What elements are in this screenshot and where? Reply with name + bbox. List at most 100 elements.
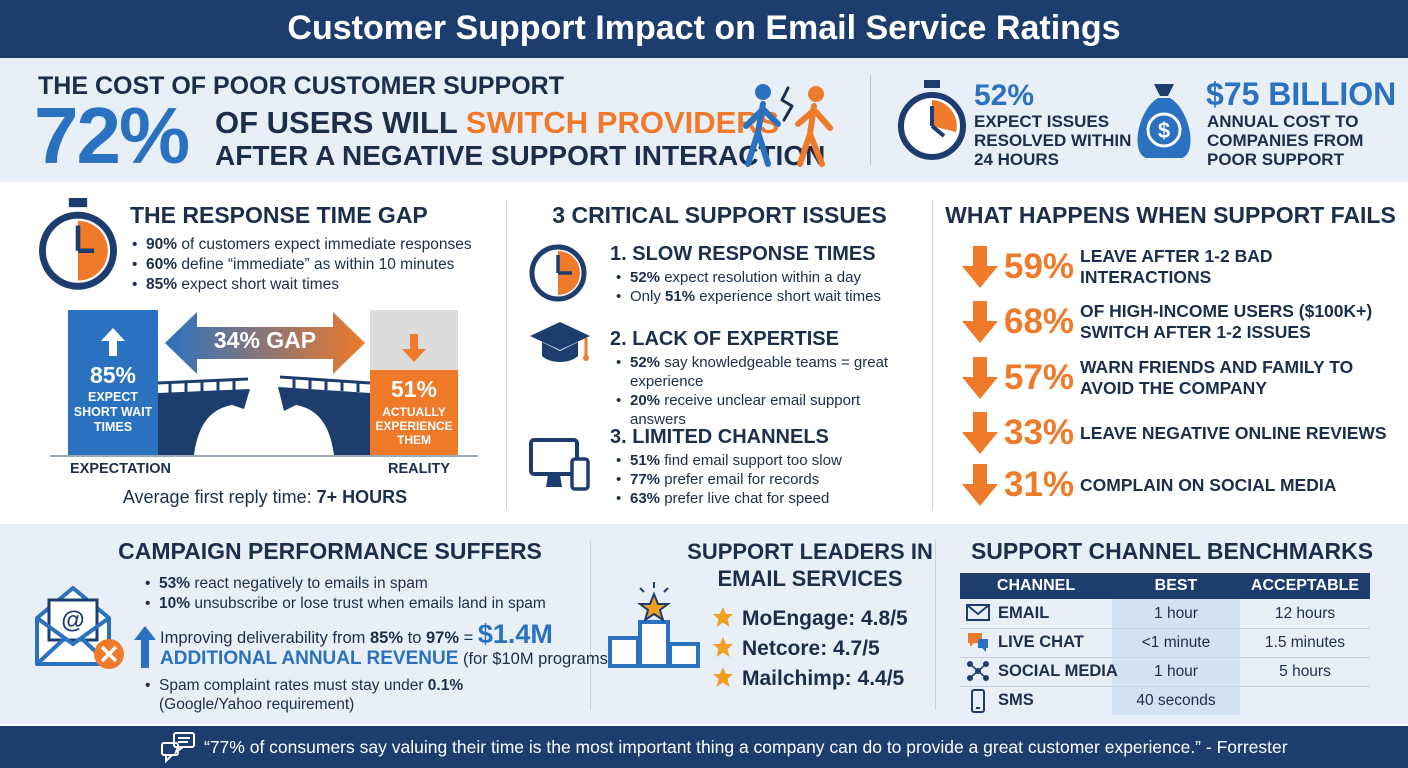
channel-icon-part <box>968 633 988 652</box>
bullet-list: 52% expect resolution within a dayOnly 5… <box>616 268 916 306</box>
column-header: BEST <box>1154 577 1198 594</box>
stopwatch-icon <box>898 80 966 160</box>
issue-icon-part-part <box>529 438 579 476</box>
text-line: SUPPORT LEADERS IN <box>687 539 933 564</box>
bullet: 53% react negatively to emails in spam <box>145 574 585 594</box>
channel-icon-part-part <box>969 663 987 679</box>
bar-value: 51% <box>390 376 438 402</box>
text-line: LEAVE AFTER 1-2 BAD INTERACTIONS <box>1080 246 1273 287</box>
stopwatch-icon <box>39 198 117 290</box>
stopwatch-icon-part <box>75 225 95 254</box>
fail-value: 31% <box>1004 465 1075 504</box>
podium-icon-part <box>608 620 700 668</box>
down-arrow-part <box>962 246 998 288</box>
down-arrow-part <box>962 412 998 454</box>
emphasis: 52% <box>630 354 661 371</box>
text-line: ACTUALLY <box>382 405 446 419</box>
fail-value: 59% <box>1004 247 1075 286</box>
text: = <box>459 629 478 647</box>
cost-stat: 72% <box>34 91 190 180</box>
stat-value: $75 BILLION <box>1206 76 1397 112</box>
text-line: COMPLAIN ON SOCIAL MEDIA <box>1080 474 1337 495</box>
emphasis: 51% <box>630 452 661 469</box>
divider <box>590 540 591 710</box>
podium-icon-part <box>637 591 671 623</box>
people-icon-part-part <box>755 84 771 100</box>
down-arrow-part <box>962 301 998 343</box>
text: Only <box>630 288 666 305</box>
channel-icon <box>966 631 990 655</box>
text: prefer live chat for speed <box>660 490 830 507</box>
bar-value: 85% <box>89 362 137 388</box>
people-icon-part <box>743 84 833 167</box>
star-part-part <box>713 606 733 627</box>
bullet-list: 51% find email support too slow77% prefe… <box>616 451 916 508</box>
podium-icon-part-part <box>608 636 640 668</box>
leader-row: Netcore: 4.7/5 <box>712 634 908 664</box>
cost-heading: THE COST OF POOR CUSTOMER SUPPORT <box>38 72 564 100</box>
cost-line: AFTER A NEGATIVE SUPPORT INTERACTION <box>215 140 826 171</box>
people-icon-part-part <box>743 101 781 167</box>
down-arrow <box>962 357 998 404</box>
bullet-list: Spam complaint rates must stay under 0.1… <box>145 676 485 714</box>
text-line: 24 HOURS <box>974 150 1060 169</box>
star-part-part <box>713 636 733 657</box>
bullet: 51% find email support too slow <box>616 451 916 470</box>
people-icon <box>743 84 833 167</box>
section-title: SUPPORT LEADERS IN EMAIL SERVICES <box>600 538 1020 592</box>
issue-icon-part-part <box>530 322 590 350</box>
emphasis: 20% <box>630 392 661 409</box>
emphasis: ADDITIONAL ANNUAL REVENUE <box>160 648 459 669</box>
channel-icon-part-part <box>971 689 985 713</box>
bullet: 60% define “immediate” as within 10 minu… <box>132 255 502 275</box>
issue-icon-part <box>530 322 590 362</box>
text-line: LEAVE NEGATIVE ONLINE REVIEWS <box>1080 422 1387 443</box>
podium-icon-part-part <box>668 642 700 668</box>
money-bag-icon-part: $ <box>1158 118 1170 143</box>
reality-bar: 51% ACTUALLY EXPERIENCE THEM <box>370 370 458 455</box>
row-line <box>960 686 1370 687</box>
broken-bridge-part-part <box>158 375 370 385</box>
broken-bridge-part <box>278 387 370 455</box>
header-bar: Customer Support Impact on Email Service… <box>0 0 1408 58</box>
emphasis: 77% <box>630 471 661 488</box>
quote-icon-part-part <box>161 742 179 756</box>
money-bag-icon-part <box>1137 98 1191 158</box>
bar-label: REALITY <box>388 461 451 477</box>
stat-label: EXPECT ISSUES RESOLVED WITHIN 24 HOURS <box>974 112 1131 169</box>
up-arrow-part <box>101 328 125 356</box>
issue-icon <box>528 243 588 308</box>
text-line: SWITCH AFTER 1-2 ISSUES <box>1080 322 1311 342</box>
issue-icon-part-part <box>542 342 578 362</box>
table-header-bg <box>960 573 1370 599</box>
bullet-list: 52% say knowledgeable teams = great expe… <box>616 353 916 429</box>
emphasis: 7+ HOURS <box>316 487 408 507</box>
bullet: 10% unsubscribe or lose trust when email… <box>145 594 585 614</box>
emphasis: 51% <box>665 288 696 305</box>
benchmark-value: 12 hours <box>1274 605 1336 622</box>
bar-text: EXPECT SHORT WAIT TIMES <box>68 390 158 435</box>
people-icon-part-part <box>808 86 824 102</box>
benchmark-value: 5 hours <box>1279 663 1331 680</box>
footer-bar: “77% of consumers say valuing their time… <box>0 726 1408 768</box>
emphasis: 90% <box>146 236 178 253</box>
down-arrow-part-part <box>962 246 998 288</box>
leader-name: Mailchimp: 4.4/5 <box>742 667 905 690</box>
text: Spam complaint rates must stay under <box>159 677 428 694</box>
quote-icon-part-part <box>173 732 195 748</box>
broken-bridge-part-part <box>168 378 360 393</box>
stat-label: ANNUAL COST TO COMPANIES FROM POOR SUPPORT <box>1207 112 1363 169</box>
quote-icon-part-part <box>178 737 190 743</box>
podium-icon-part <box>639 582 669 593</box>
up-arrow <box>101 328 125 356</box>
text-line: EXPECT <box>87 390 138 404</box>
bullet-list: 53% react negatively to emails in spam10… <box>145 574 585 614</box>
channel-icon <box>966 602 990 626</box>
text: unsubscribe or lose trust when emails la… <box>190 595 546 612</box>
down-arrow-part <box>402 334 426 362</box>
channel-icon <box>966 689 990 713</box>
text: Improving deliverability from <box>160 629 370 647</box>
money-bag-icon: $ <box>1137 84 1191 158</box>
footer-quote: “77% of consumers say valuing their time… <box>204 737 1288 757</box>
